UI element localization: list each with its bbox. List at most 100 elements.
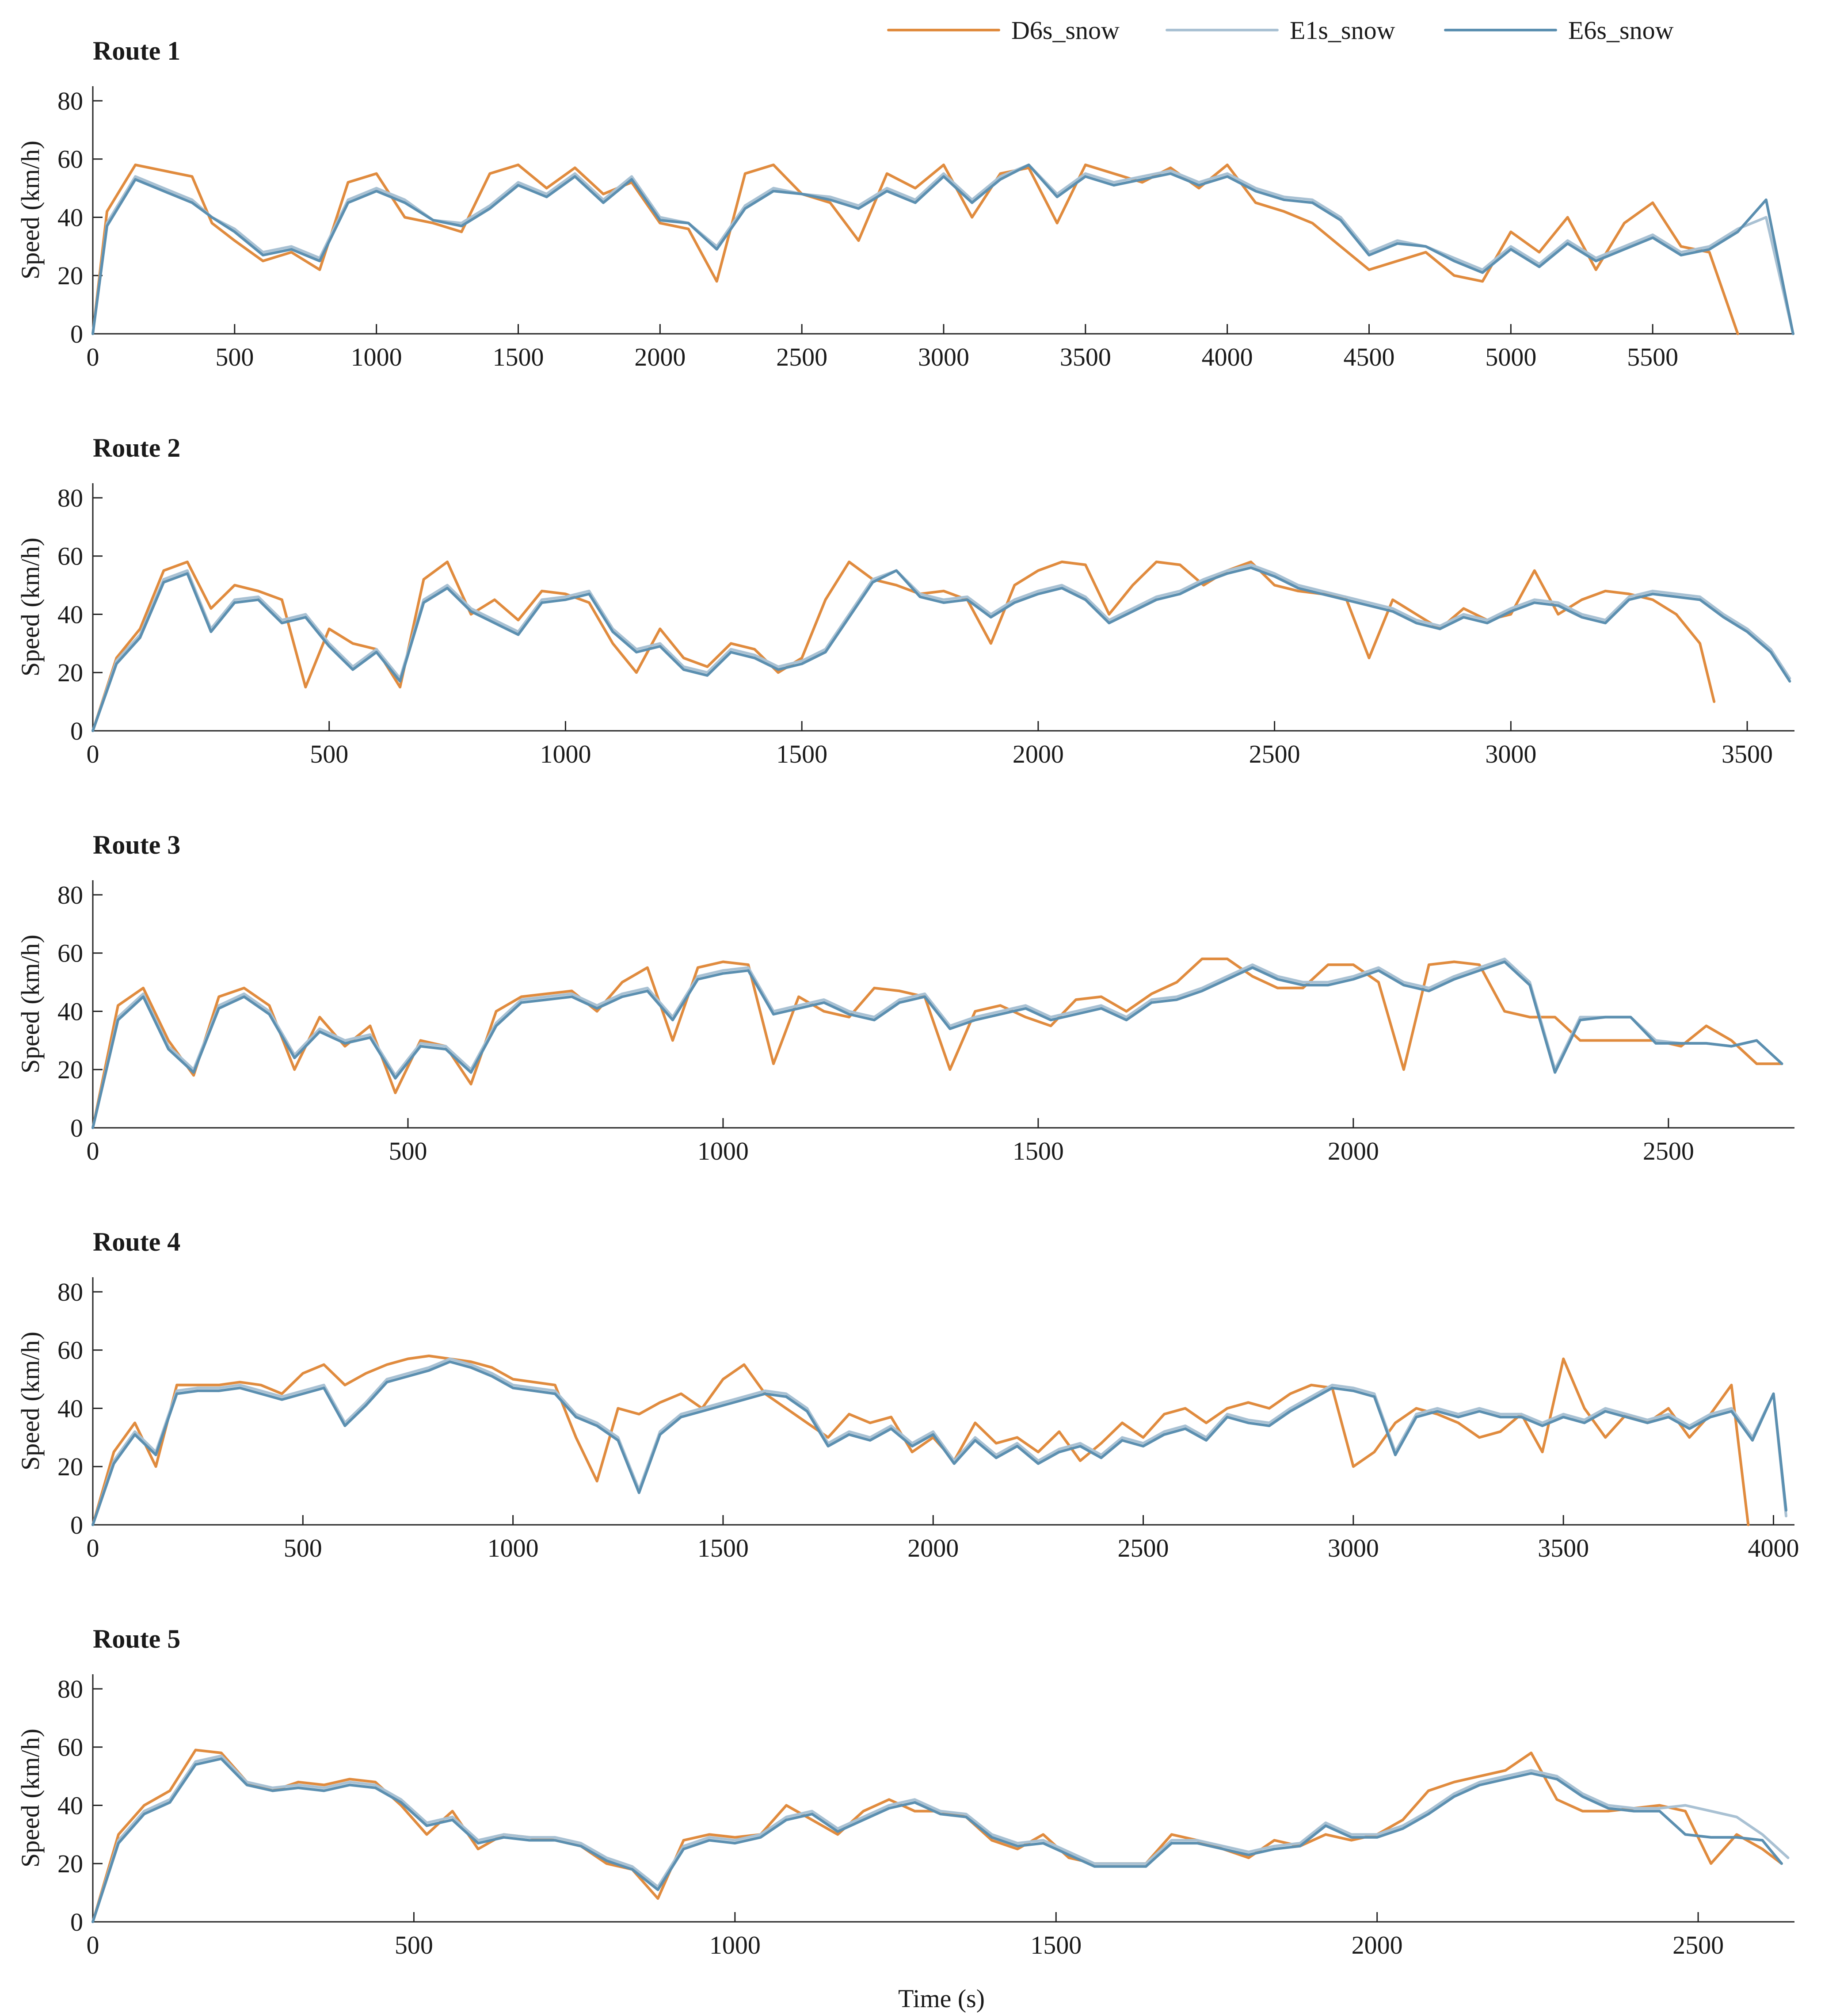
- route-panel: Route 4 Speed (km/h) 0 20 40 60 80 0 500 1000 1500…: [16, 1227, 1799, 1562]
- x-tick-label: 3500: [1722, 740, 1773, 768]
- y-tick-label: 80: [57, 87, 83, 115]
- panel-title: Route 3: [93, 830, 180, 859]
- y-axis-title: Speed (km/h): [16, 935, 45, 1073]
- panel-title: Route 5: [93, 1624, 180, 1653]
- series-e1s-snow: [91, 563, 1791, 732]
- series-d6s-snow: [91, 560, 1716, 732]
- x-axis-title: Time (s): [898, 1984, 985, 2013]
- series-e1s-snow: [91, 1357, 1787, 1526]
- y-axis-title: Speed (km/h): [16, 141, 45, 279]
- route-panel: Route 5 Speed (km/h) 0 20 40 60 80 0 500 1000 1500…: [16, 1624, 1794, 1959]
- y-tick-label: 20: [57, 1849, 83, 1878]
- legend-label-d6s: D6s_snow: [1011, 16, 1120, 45]
- x-tick-label: 3000: [1328, 1534, 1379, 1562]
- y-tick-label: 80: [57, 484, 83, 512]
- y-tick-label: 20: [57, 261, 83, 290]
- x-tick-label: 0: [87, 1931, 99, 1959]
- y-tick-label: 60: [57, 939, 83, 968]
- series-e1s-snow: [91, 1754, 1790, 1923]
- x-tick-label: 2000: [907, 1534, 959, 1562]
- x-tick-label: 500: [215, 343, 254, 371]
- series-e6s-snow: [91, 566, 1791, 732]
- y-tick-label: 20: [57, 1452, 83, 1481]
- x-tick-label: 4500: [1344, 343, 1395, 371]
- x-tick-label: 5000: [1485, 343, 1536, 371]
- x-tick-label: 1000: [697, 1137, 749, 1165]
- legend-entry-e1s: E1s_snow: [1166, 16, 1395, 45]
- x-tick-label: 2500: [1643, 1137, 1694, 1165]
- y-tick-label: 40: [57, 1394, 83, 1423]
- y-tick-label: 0: [70, 1908, 83, 1936]
- x-tick-label: 0: [87, 1137, 99, 1165]
- legend: D6s_snow E1s_snow E6s_snow: [887, 16, 1674, 45]
- series-e6s-snow: [91, 1757, 1783, 1923]
- series-d6s-snow: [91, 1749, 1783, 1923]
- x-tick-label: 1000: [488, 1534, 539, 1562]
- chart-panels: Route 1 Speed (km/h) 0 20 40 60 80 0 500 1000 1500…: [16, 36, 1799, 1959]
- x-tick-label: 1500: [493, 343, 544, 371]
- y-tick-label: 80: [57, 1278, 83, 1306]
- x-tick-label: 2000: [1013, 740, 1064, 768]
- x-tick-label: 0: [87, 343, 99, 371]
- route-panel: Route 1 Speed (km/h) 0 20 40 60 80 0 500 1000 1500…: [16, 36, 1794, 371]
- x-tick-label: 500: [284, 1534, 322, 1562]
- x-tick-label: 2500: [1249, 740, 1300, 768]
- y-tick-label: 40: [57, 1791, 83, 1820]
- y-tick-label: 80: [57, 1675, 83, 1703]
- y-tick-label: 0: [70, 717, 83, 745]
- series-d6s-snow: [91, 957, 1783, 1129]
- y-tick-label: 0: [70, 320, 83, 348]
- y-tick-label: 60: [57, 1733, 83, 1762]
- x-tick-label: 2000: [1328, 1137, 1379, 1165]
- x-tick-label: 1500: [1030, 1931, 1082, 1959]
- y-tick-label: 60: [57, 542, 83, 571]
- x-tick-label: 1500: [1013, 1137, 1064, 1165]
- x-tick-label: 500: [395, 1931, 433, 1959]
- x-tick-label: 2500: [776, 343, 827, 371]
- y-tick-label: 60: [57, 145, 83, 174]
- x-tick-label: 2500: [1118, 1534, 1169, 1562]
- y-tick-label: 20: [57, 658, 83, 687]
- y-tick-label: 80: [57, 881, 83, 909]
- series-e1s-snow: [91, 957, 1783, 1129]
- legend-label-e1s: E1s_snow: [1290, 16, 1395, 45]
- route-panel: Route 2 Speed (km/h) 0 20 40 60 80 0 500 1000 1500…: [16, 433, 1794, 768]
- series-e6s-snow: [91, 1360, 1787, 1526]
- panel-title: Route 1: [93, 36, 180, 65]
- x-tick-label: 3000: [1485, 740, 1536, 768]
- x-tick-label: 5500: [1627, 343, 1678, 371]
- panel-title: Route 4: [93, 1227, 180, 1256]
- legend-entry-d6s: D6s_snow: [887, 16, 1120, 45]
- y-axis-title: Speed (km/h): [16, 1729, 45, 1867]
- y-tick-label: 40: [57, 203, 83, 232]
- x-tick-label: 1500: [776, 740, 827, 768]
- series-d6s-snow: [91, 163, 1739, 335]
- y-axis-title: Speed (km/h): [16, 538, 45, 676]
- panel-title: Route 2: [93, 433, 180, 462]
- x-tick-label: 1000: [709, 1931, 761, 1959]
- x-tick-label: 0: [87, 1534, 99, 1562]
- x-tick-label: 0: [87, 740, 99, 768]
- x-tick-label: 3000: [918, 343, 969, 371]
- x-tick-label: 4000: [1748, 1534, 1799, 1562]
- x-tick-label: 2000: [1352, 1931, 1403, 1959]
- y-tick-label: 60: [57, 1336, 83, 1365]
- x-tick-label: 2000: [634, 343, 686, 371]
- x-tick-label: 500: [310, 740, 348, 768]
- y-tick-label: 40: [57, 600, 83, 629]
- y-tick-label: 20: [57, 1055, 83, 1084]
- x-tick-label: 3500: [1538, 1534, 1589, 1562]
- legend-label-e6s: E6s_snow: [1568, 16, 1674, 45]
- legend-entry-e6s: E6s_snow: [1444, 16, 1674, 45]
- series-e1s-snow: [91, 163, 1794, 335]
- x-tick-label: 3500: [1060, 343, 1111, 371]
- y-tick-label: 0: [70, 1511, 83, 1539]
- route-panel: Route 3 Speed (km/h) 0 20 40 60 80 0 500 1000 1500…: [16, 830, 1794, 1165]
- x-tick-label: 1000: [540, 740, 591, 768]
- series-d6s-snow: [91, 1354, 1750, 1526]
- y-axis-title: Speed (km/h): [16, 1332, 45, 1470]
- y-tick-label: 40: [57, 997, 83, 1026]
- x-tick-label: 500: [389, 1137, 427, 1165]
- x-tick-label: 1500: [697, 1534, 749, 1562]
